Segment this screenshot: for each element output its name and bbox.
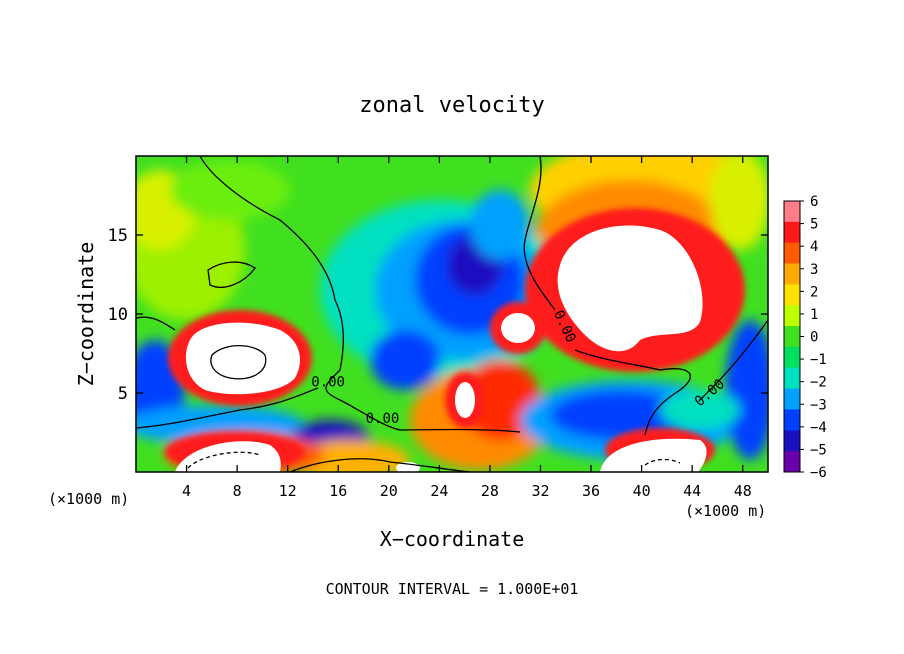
field-region [557,225,703,352]
x-axis-label: X−coordinate [380,527,525,551]
colorbar-label: −3 [810,397,827,413]
field-region [170,160,290,220]
field-region [470,190,530,260]
colorbar-swatch [784,430,800,452]
x-tick-label: 48 [734,482,752,500]
colorbar-swatch [784,284,800,306]
chart-title: zonal velocity [359,93,544,118]
y-axis: 5 10 15 [108,226,768,404]
colorbar-swatch [784,388,800,410]
x-unit-left: (×1000 m) [48,490,129,508]
colorbar-label: 0 [810,330,818,346]
contour-line [289,458,471,472]
colorbar-label: −5 [810,442,827,458]
colorbar-swatch [784,242,800,265]
x-tick-label: 32 [531,482,549,500]
colorbar-label: −6 [810,465,827,481]
field-region [370,330,440,390]
y-tick-label: 10 [108,305,128,325]
y-tick-label: 15 [108,226,128,246]
x-tick-label: 20 [380,482,398,500]
contour-interval-note: CONTOUR INTERVAL = 1.000E+01 [326,580,579,598]
colorbar-label: 2 [810,284,818,300]
x-tick-label: 36 [582,482,600,500]
colorbar-label: −1 [810,352,827,368]
colorbar-label: 4 [810,239,818,255]
field-region [725,320,768,460]
y-axis-label: Z−coordinate [74,242,98,387]
colorbar-swatch [784,263,800,285]
colorbar-label: −4 [810,420,827,436]
field-region [175,441,281,472]
heatmap-field: 0.000.000.000.00 [136,156,768,472]
field-region [710,156,768,250]
colorbar-label: −2 [810,375,827,391]
x-tick-label: 24 [430,482,448,500]
colorbar-swatch [784,221,800,244]
x-tick-label: 16 [329,482,347,500]
colorbar-swatch [784,305,800,327]
x-tick-label: 28 [481,482,499,500]
field-region [501,313,535,343]
colorbar-swatch [784,409,800,431]
field-region [600,438,707,472]
colorbar-label: 1 [810,307,818,323]
colorbar-label: 5 [810,217,818,233]
colorbar-swatch [784,346,800,369]
colorbar-swatch [784,367,800,390]
x-tick-label: 40 [633,482,651,500]
contour-label: 0.00 [311,375,345,391]
contour-line [523,156,556,311]
colorbar-swatch [784,451,800,473]
colorbar-label: 6 [810,194,818,210]
colorbar-swatch [784,201,800,223]
contour-line [644,458,681,466]
contour-line [699,319,768,401]
contour-line [199,156,521,433]
contour-line [210,345,267,380]
x-tick-label: 12 [279,482,297,500]
field-region [185,322,300,395]
x-unit-right: (×1000 m) [685,502,766,520]
x-tick-label: 8 [233,482,242,500]
field-region [455,382,475,418]
contour-line [207,261,256,288]
colorbar-label: 3 [810,262,818,278]
x-tick-label: 4 [182,482,191,500]
contour-label: 0.00 [366,411,400,427]
colorbar-swatch [784,326,800,348]
colorbar: 6 5 4 3 2 1 0 −1 −2 −3 −4 −5 −6 [783,194,827,481]
x-axis: 4 8 12 16 20 24 28 32 36 40 44 48 [182,156,752,500]
contour-line [187,451,261,469]
contour-line [574,349,692,436]
contour-line [136,316,176,331]
contour-line [136,387,319,429]
y-tick-label: 5 [118,384,128,404]
x-tick-label: 44 [683,482,701,500]
field-region [660,390,740,430]
field-region [550,390,690,440]
